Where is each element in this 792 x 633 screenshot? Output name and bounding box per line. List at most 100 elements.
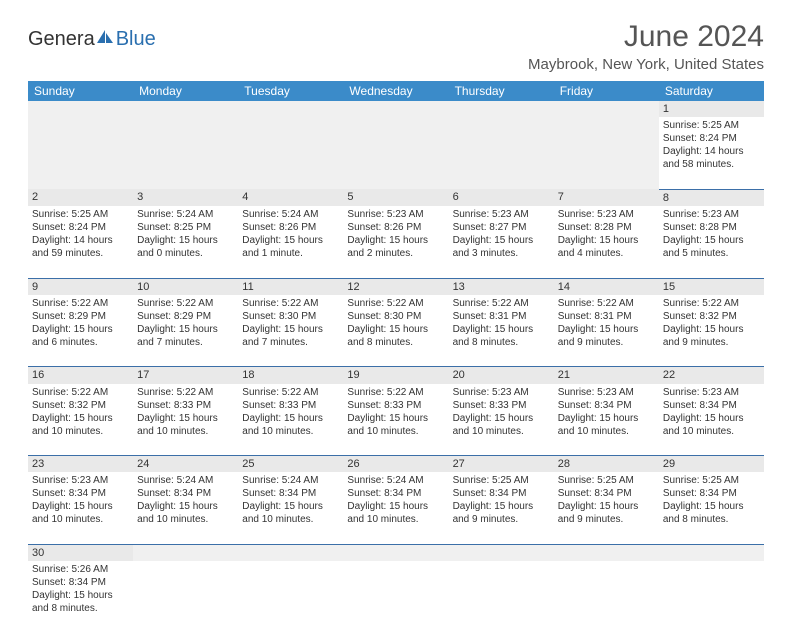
day-number-cell: 3 xyxy=(133,189,238,206)
day-number-cell: 19 xyxy=(343,367,448,384)
daylight-line: Daylight: 15 hours and 8 minutes. xyxy=(663,500,760,526)
day-cell: Sunrise: 5:25 AMSunset: 8:34 PMDaylight:… xyxy=(449,472,554,544)
sunrise-line: Sunrise: 5:25 AM xyxy=(558,474,655,487)
day-cell: Sunrise: 5:23 AMSunset: 8:34 PMDaylight:… xyxy=(659,384,764,456)
title-block: June 2024 Maybrook, New York, United Sta… xyxy=(528,20,764,73)
day-cell: Sunrise: 5:25 AMSunset: 8:24 PMDaylight:… xyxy=(659,117,764,189)
day-number-cell: 18 xyxy=(238,367,343,384)
sunset-line: Sunset: 8:33 PM xyxy=(242,399,339,412)
sunrise-line: Sunrise: 5:22 AM xyxy=(242,386,339,399)
week-number-row: 23242526272829 xyxy=(28,456,764,473)
empty-day-cell xyxy=(449,561,554,633)
sunset-line: Sunset: 8:32 PM xyxy=(663,310,760,323)
day-header: Tuesday xyxy=(238,81,343,101)
empty-day-cell xyxy=(554,561,659,633)
daylight-line: Daylight: 15 hours and 2 minutes. xyxy=(347,234,444,260)
sunrise-line: Sunrise: 5:25 AM xyxy=(663,119,760,132)
day-number-cell: 2 xyxy=(28,189,133,206)
day-number-cell: 29 xyxy=(659,456,764,473)
empty-day-cell xyxy=(554,117,659,189)
location-subtitle: Maybrook, New York, United States xyxy=(528,56,764,73)
empty-day-cell xyxy=(343,117,448,189)
day-number-cell: 5 xyxy=(343,189,448,206)
day-number-cell: 28 xyxy=(554,456,659,473)
sunrise-line: Sunrise: 5:22 AM xyxy=(32,297,129,310)
sunset-line: Sunset: 8:34 PM xyxy=(663,399,760,412)
day-cell: Sunrise: 5:23 AMSunset: 8:27 PMDaylight:… xyxy=(449,206,554,278)
empty-day-cell xyxy=(238,117,343,189)
day-number-cell: 22 xyxy=(659,367,764,384)
day-header-row: SundayMondayTuesdayWednesdayThursdayFrid… xyxy=(28,81,764,101)
day-number-cell: 21 xyxy=(554,367,659,384)
sunset-line: Sunset: 8:26 PM xyxy=(347,221,444,234)
daylight-line: Daylight: 15 hours and 10 minutes. xyxy=(558,412,655,438)
day-cell: Sunrise: 5:22 AMSunset: 8:33 PMDaylight:… xyxy=(238,384,343,456)
day-header: Sunday xyxy=(28,81,133,101)
sunrise-line: Sunrise: 5:24 AM xyxy=(242,208,339,221)
sunrise-line: Sunrise: 5:22 AM xyxy=(558,297,655,310)
sunrise-line: Sunrise: 5:22 AM xyxy=(32,386,129,399)
daylight-line: Daylight: 15 hours and 10 minutes. xyxy=(32,412,129,438)
day-number-cell: 27 xyxy=(449,456,554,473)
day-number-cell: 17 xyxy=(133,367,238,384)
sunset-line: Sunset: 8:27 PM xyxy=(453,221,550,234)
sunset-line: Sunset: 8:30 PM xyxy=(242,310,339,323)
daylight-line: Daylight: 15 hours and 10 minutes. xyxy=(242,412,339,438)
day-number-cell xyxy=(133,544,238,561)
week-content-row: Sunrise: 5:22 AMSunset: 8:32 PMDaylight:… xyxy=(28,384,764,456)
day-header: Thursday xyxy=(449,81,554,101)
day-cell: Sunrise: 5:22 AMSunset: 8:32 PMDaylight:… xyxy=(659,295,764,367)
daylight-line: Daylight: 15 hours and 10 minutes. xyxy=(137,412,234,438)
day-number-cell xyxy=(133,101,238,117)
sunrise-line: Sunrise: 5:24 AM xyxy=(347,474,444,487)
sunrise-line: Sunrise: 5:23 AM xyxy=(453,208,550,221)
day-number-cell xyxy=(554,544,659,561)
sunset-line: Sunset: 8:34 PM xyxy=(453,487,550,500)
daylight-line: Daylight: 15 hours and 7 minutes. xyxy=(137,323,234,349)
sunset-line: Sunset: 8:28 PM xyxy=(558,221,655,234)
sunrise-line: Sunrise: 5:25 AM xyxy=(453,474,550,487)
sunset-line: Sunset: 8:26 PM xyxy=(242,221,339,234)
sunrise-line: Sunrise: 5:22 AM xyxy=(663,297,760,310)
page-title: June 2024 xyxy=(528,20,764,54)
daylight-line: Daylight: 15 hours and 6 minutes. xyxy=(32,323,129,349)
day-number-cell xyxy=(449,544,554,561)
day-number-cell: 30 xyxy=(28,544,133,561)
sunset-line: Sunset: 8:34 PM xyxy=(32,487,129,500)
sunset-line: Sunset: 8:30 PM xyxy=(347,310,444,323)
daylight-line: Daylight: 14 hours and 58 minutes. xyxy=(663,145,760,171)
sunrise-line: Sunrise: 5:23 AM xyxy=(663,386,760,399)
day-number-cell xyxy=(238,101,343,117)
daylight-line: Daylight: 15 hours and 5 minutes. xyxy=(663,234,760,260)
empty-day-cell xyxy=(449,117,554,189)
daylight-line: Daylight: 15 hours and 10 minutes. xyxy=(347,412,444,438)
calendar-table: SundayMondayTuesdayWednesdayThursdayFrid… xyxy=(28,81,764,633)
day-number-cell xyxy=(659,544,764,561)
sunset-line: Sunset: 8:29 PM xyxy=(32,310,129,323)
sunset-line: Sunset: 8:33 PM xyxy=(137,399,234,412)
day-number-cell xyxy=(343,101,448,117)
week-number-row: 1 xyxy=(28,101,764,117)
sunset-line: Sunset: 8:33 PM xyxy=(453,399,550,412)
day-number-cell: 8 xyxy=(659,189,764,206)
week-content-row: Sunrise: 5:25 AMSunset: 8:24 PMDaylight:… xyxy=(28,206,764,278)
day-cell: Sunrise: 5:22 AMSunset: 8:31 PMDaylight:… xyxy=(554,295,659,367)
day-cell: Sunrise: 5:22 AMSunset: 8:32 PMDaylight:… xyxy=(28,384,133,456)
sunset-line: Sunset: 8:33 PM xyxy=(347,399,444,412)
logo-sail-icon xyxy=(96,28,114,51)
daylight-line: Daylight: 15 hours and 9 minutes. xyxy=(453,500,550,526)
daylight-line: Daylight: 15 hours and 7 minutes. xyxy=(242,323,339,349)
day-number-cell xyxy=(343,544,448,561)
logo-text-2: Blue xyxy=(116,28,156,51)
sunrise-line: Sunrise: 5:22 AM xyxy=(242,297,339,310)
sunrise-line: Sunrise: 5:26 AM xyxy=(32,563,129,576)
daylight-line: Daylight: 15 hours and 10 minutes. xyxy=(32,500,129,526)
daylight-line: Daylight: 15 hours and 10 minutes. xyxy=(137,500,234,526)
day-cell: Sunrise: 5:25 AMSunset: 8:34 PMDaylight:… xyxy=(554,472,659,544)
day-cell: Sunrise: 5:23 AMSunset: 8:26 PMDaylight:… xyxy=(343,206,448,278)
day-cell: Sunrise: 5:25 AMSunset: 8:24 PMDaylight:… xyxy=(28,206,133,278)
week-number-row: 2345678 xyxy=(28,189,764,206)
empty-day-cell xyxy=(133,117,238,189)
day-number-cell: 4 xyxy=(238,189,343,206)
day-cell: Sunrise: 5:25 AMSunset: 8:34 PMDaylight:… xyxy=(659,472,764,544)
